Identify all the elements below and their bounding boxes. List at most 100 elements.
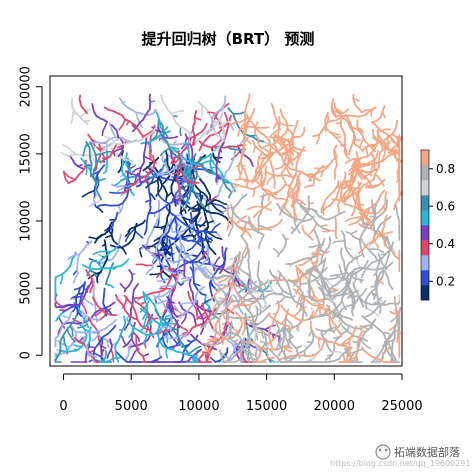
stream-branch (252, 187, 256, 198)
stream-branch (81, 189, 96, 198)
stream-branch (135, 111, 143, 129)
stream-segment (84, 342, 91, 363)
stream-branch (142, 334, 148, 345)
stream-segment (251, 139, 276, 190)
stream-branch (91, 329, 101, 342)
stream-branch (187, 345, 202, 356)
stream-branch (381, 146, 386, 161)
stream-branch (92, 352, 106, 362)
stream-branch (308, 243, 324, 248)
stream-branch (82, 143, 89, 157)
stream-branch (139, 320, 153, 333)
stream-segment (115, 293, 139, 321)
stream-branch (143, 155, 151, 160)
stream-segment (286, 127, 294, 150)
stream-segment (81, 258, 130, 271)
stream-segment (265, 328, 281, 347)
stream-segment (229, 329, 255, 363)
stream-branch (342, 180, 354, 183)
stream-segment (109, 222, 138, 249)
stream-segment (142, 293, 149, 320)
stream-branch (241, 243, 249, 259)
stream-branch (88, 257, 102, 265)
stream-segment (342, 181, 363, 203)
stream-segment (277, 338, 286, 357)
stream-branch (156, 277, 172, 283)
stream-branch (196, 311, 207, 321)
stream-branch (72, 272, 79, 284)
stream-segment (336, 157, 358, 207)
stream-segment (379, 316, 399, 363)
stream-segment (168, 238, 175, 264)
stream-segment (339, 115, 350, 160)
stream-segment (340, 230, 359, 260)
stream-segment (360, 241, 394, 279)
stream-branch (235, 273, 243, 286)
stream-branch (104, 136, 116, 142)
stream-branch (78, 108, 92, 118)
y-tick-label: 20000 (19, 66, 34, 107)
stream-segment (200, 291, 230, 330)
stream-branch (361, 214, 364, 227)
stream-branch (106, 338, 110, 349)
stream-branch (105, 283, 115, 289)
stream-segment (259, 169, 277, 200)
stream-segment (299, 266, 328, 285)
stream-segment (89, 141, 103, 201)
legend-swatch (421, 270, 429, 286)
stream-branch (150, 158, 157, 164)
stream-branch (171, 188, 180, 203)
stream-branch (119, 333, 127, 346)
stream-branch (359, 137, 365, 148)
stream-branch (114, 179, 122, 186)
chart-title: 提升回归树（BRT） 预测 (142, 30, 315, 48)
stream-segment (173, 241, 204, 271)
stream-segment (373, 199, 389, 223)
stream-branch (352, 192, 356, 204)
stream-branch (231, 343, 240, 346)
stream-branch (111, 146, 124, 154)
legend-swatch (421, 165, 429, 181)
stream-segment (321, 171, 347, 213)
stream-segment (344, 282, 354, 317)
stream-segment (151, 221, 170, 269)
stream-branch (130, 337, 140, 351)
stream-branch (162, 130, 169, 138)
stream-segment (231, 165, 268, 190)
stream-branch (256, 304, 269, 311)
stream-branch (128, 326, 135, 339)
stream-branch (337, 341, 351, 347)
stream-segment (352, 130, 380, 162)
stream-segment (330, 106, 377, 122)
x-tick-label: 20000 (314, 399, 355, 414)
stream-branch (69, 324, 74, 337)
stream-segment (196, 200, 234, 226)
stream-segment (291, 126, 306, 139)
stream-branch (358, 336, 372, 350)
stream-branch (60, 151, 70, 157)
stream-segment (106, 338, 113, 360)
stream-branch (258, 234, 265, 250)
stream-branch (203, 230, 214, 242)
color-legend: 0.2 0.4 0.6 0.8 (420, 149, 455, 301)
stream-segment (334, 217, 338, 240)
stream-segment (357, 214, 388, 255)
stream-segment (203, 353, 213, 363)
stream-branch (170, 110, 185, 114)
stream-segment (241, 315, 247, 336)
stream-branch (62, 304, 76, 313)
stream-branch (348, 164, 357, 172)
stream-branch (210, 139, 222, 149)
stream-segment (123, 268, 134, 293)
stream-segment (228, 304, 272, 320)
stream-segment (230, 252, 242, 288)
stream-branch (70, 109, 75, 124)
stream-branch (227, 191, 233, 199)
stream-branch (331, 198, 341, 202)
stream-segment (87, 133, 105, 164)
stream-segment (223, 338, 244, 363)
stream-branch (273, 358, 282, 363)
stream-segment (134, 300, 155, 339)
stream-segment (105, 150, 109, 173)
